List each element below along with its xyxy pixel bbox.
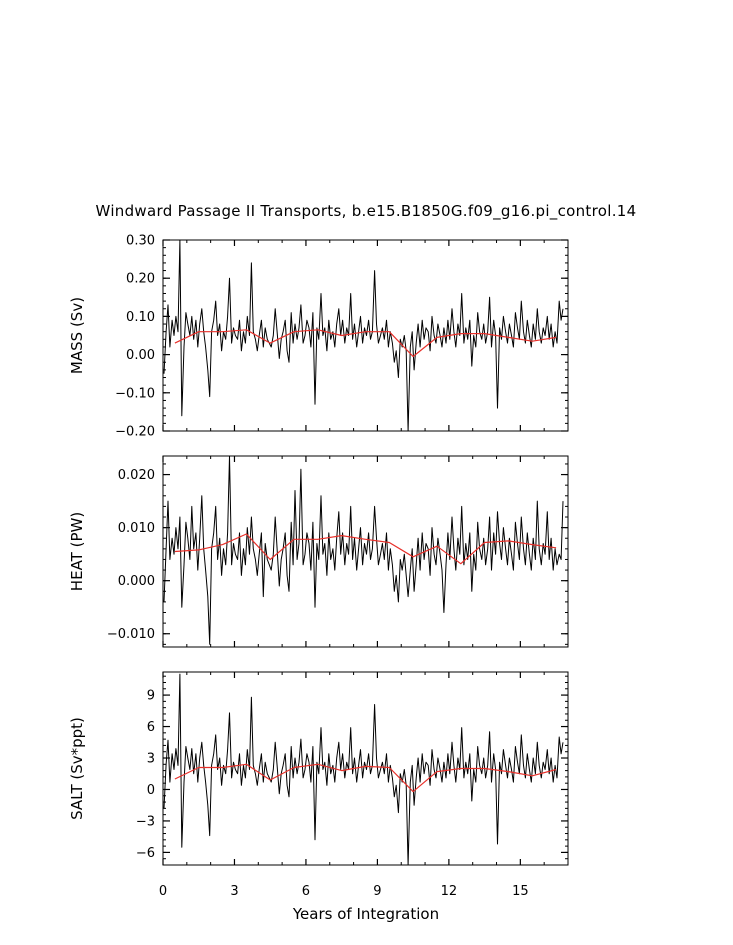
y-tick-label: 6 xyxy=(147,720,155,735)
panel-3: −6 −3 0 3 6 9 SALT (Sv*ppt) xyxy=(68,671,569,866)
chart-title: Windward Passage II Transports, b.e15.B1… xyxy=(96,202,637,221)
panel-1: −0.20 −0.10 0.00 0.10 0.20 0.30 MASS (Sv) xyxy=(68,234,569,440)
monthly-series-line xyxy=(163,455,564,645)
y-tick-label: 0.30 xyxy=(126,234,155,249)
y-tick-label: 0.10 xyxy=(126,310,155,325)
y-tick-label: 0.20 xyxy=(126,272,155,287)
y-tick-label: −6 xyxy=(136,846,155,861)
y-tick-label: 0.00 xyxy=(126,348,155,363)
y-tick-label: 3 xyxy=(147,752,155,767)
y-tick-label: 0.000 xyxy=(118,574,155,589)
y-tick-label: 0 xyxy=(147,783,155,798)
monthly-series-line xyxy=(163,673,564,866)
x-tick-label: 9 xyxy=(373,884,381,899)
annual-mean-line xyxy=(174,329,557,358)
y-axis-label: HEAT (PW) xyxy=(68,512,86,591)
x-tick-label: 3 xyxy=(230,884,238,899)
panels: −0.20 −0.10 0.00 0.10 0.20 0.30 MASS (Sv) −0.01… xyxy=(68,234,569,899)
y-tick-label: 0.020 xyxy=(118,468,155,483)
x-tick-label: 6 xyxy=(302,884,310,899)
x-axis-label: Years of Integration xyxy=(292,905,439,923)
x-tick-label: 0 xyxy=(159,884,167,899)
x-tick-label: 15 xyxy=(512,884,529,899)
annual-mean-line xyxy=(174,533,557,565)
y-tick-label: −0.010 xyxy=(107,627,155,642)
annual-mean-line xyxy=(174,763,557,793)
plot-frame xyxy=(162,671,569,866)
y-tick-label: 9 xyxy=(147,689,155,704)
y-axis-label: MASS (Sv) xyxy=(68,297,86,374)
y-tick-label: −0.20 xyxy=(115,425,155,440)
x-tick-label: 12 xyxy=(441,884,458,899)
y-tick-label: 0.010 xyxy=(118,521,155,536)
y-tick-label: −3 xyxy=(136,814,155,829)
monthly-series-line xyxy=(163,239,564,432)
y-tick-label: −0.10 xyxy=(115,386,155,401)
panel-2: −0.010 0.000 0.010 0.020 HEAT (PW) xyxy=(68,455,569,648)
plot-frame xyxy=(162,455,569,648)
y-axis-label: SALT (Sv*ppt) xyxy=(68,717,86,820)
plot-frame xyxy=(162,239,569,432)
